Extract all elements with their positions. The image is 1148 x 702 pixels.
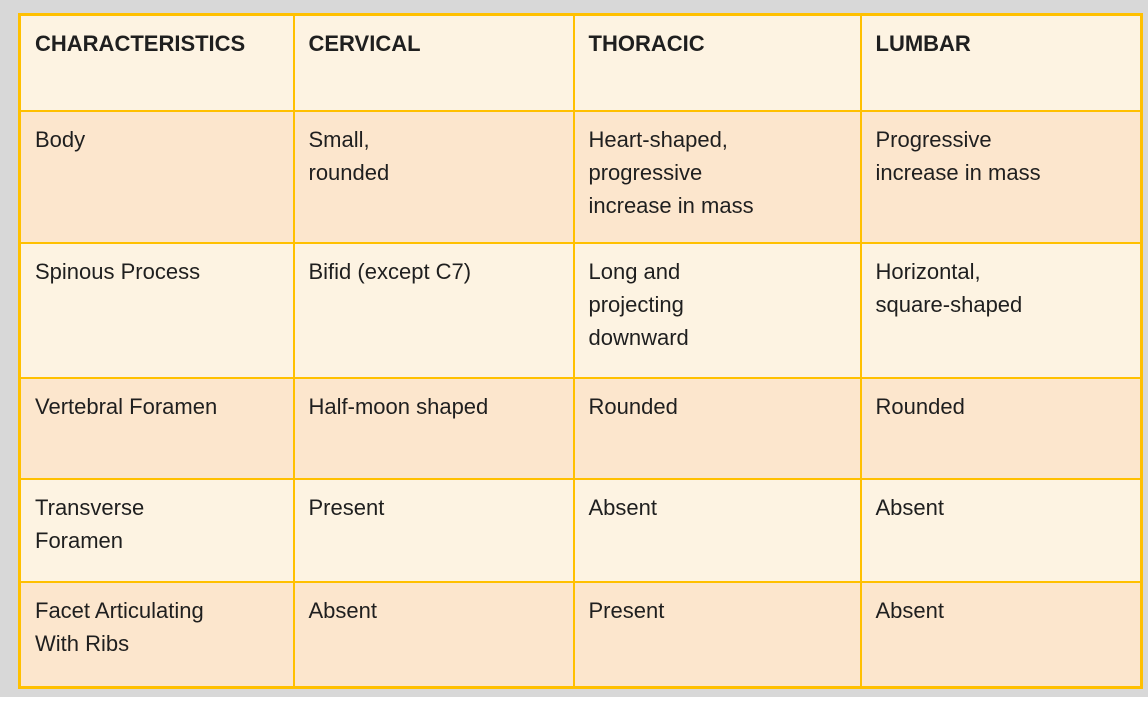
cell-facet-thoracic: Present bbox=[572, 580, 862, 689]
cell-spinous-thoracic: Long and projecting downward bbox=[572, 241, 862, 379]
cell-vertebral-thoracic: Rounded bbox=[572, 376, 862, 480]
row-label-body: Body bbox=[18, 109, 295, 244]
cell-body-cervical: Small, rounded bbox=[292, 109, 575, 244]
cell-vertebral-cervical: Half-moon shaped bbox=[292, 376, 575, 480]
column-header-characteristics: CHARACTERISTICS bbox=[18, 13, 295, 112]
cell-facet-lumbar: Absent bbox=[859, 580, 1143, 689]
column-header-thoracic: THORACIC bbox=[572, 13, 862, 112]
row-label-transverse-foramen: Transverse Foramen bbox=[18, 477, 295, 583]
cell-spinous-lumbar: Horizontal, square-shaped bbox=[859, 241, 1143, 379]
page-bottom-strip bbox=[0, 697, 1148, 702]
row-label-vertebral-foramen: Vertebral Foramen bbox=[18, 376, 295, 480]
column-header-lumbar: LUMBAR bbox=[859, 13, 1143, 112]
cell-body-thoracic: Heart-shaped, progressive increase in ma… bbox=[572, 109, 862, 244]
cell-spinous-cervical: Bifid (except C7) bbox=[292, 241, 575, 379]
cell-transverse-thoracic: Absent bbox=[572, 477, 862, 583]
header-row: CHARACTERISTICS CERVICAL THORACIC LUMBAR bbox=[18, 13, 1143, 112]
table-row-transverse-foramen: Transverse Foramen Present Absent Absent bbox=[18, 477, 1143, 583]
table-row-spinous-process: Spinous Process Bifid (except C7) Long a… bbox=[18, 241, 1143, 379]
row-label-facet-articulating: Facet Articulating With Ribs bbox=[18, 580, 295, 689]
table-row-vertebral-foramen: Vertebral Foramen Half-moon shaped Round… bbox=[18, 376, 1143, 480]
cell-facet-cervical: Absent bbox=[292, 580, 575, 689]
vertebrae-comparison-table: CHARACTERISTICS CERVICAL THORACIC LUMBAR… bbox=[18, 13, 1143, 689]
cell-body-lumbar: Progressive increase in mass bbox=[859, 109, 1143, 244]
cell-transverse-cervical: Present bbox=[292, 477, 575, 583]
cell-transverse-lumbar: Absent bbox=[859, 477, 1143, 583]
cell-vertebral-lumbar: Rounded bbox=[859, 376, 1143, 480]
table-row-body: Body Small, rounded Heart-shaped, progre… bbox=[18, 109, 1143, 244]
row-label-spinous-process: Spinous Process bbox=[18, 241, 295, 379]
table-row-facet-articulating: Facet Articulating With Ribs Absent Pres… bbox=[18, 580, 1143, 689]
column-header-cervical: CERVICAL bbox=[292, 13, 575, 112]
